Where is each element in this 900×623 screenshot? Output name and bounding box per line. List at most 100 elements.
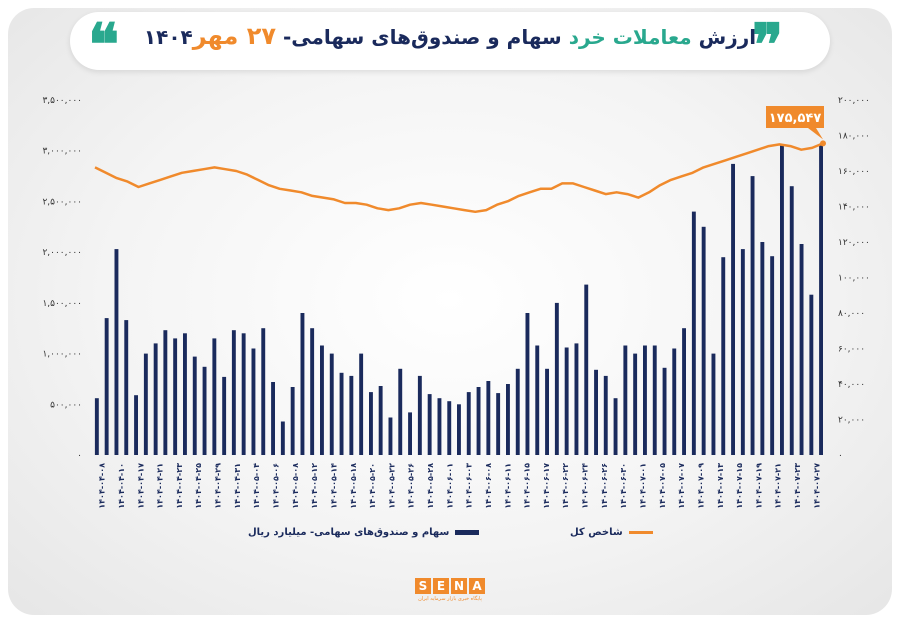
- x-tick-label: ۱۴۰۴-۰۷-۱۹: [754, 463, 763, 509]
- bar: [809, 294, 814, 455]
- bar: [173, 338, 178, 455]
- legend-bar-label: سهام و صندوق‌های سهامی- میلیارد ریال: [248, 527, 450, 538]
- title-date-day: ۲۷ مهر: [192, 22, 277, 50]
- right-tick-label: ۶۰,۰۰۰: [838, 345, 865, 355]
- bar: [280, 421, 285, 455]
- bar: [594, 369, 598, 455]
- left-tick-label: ۱,۵۰۰,۰۰۰: [42, 299, 82, 309]
- bar: [94, 398, 99, 455]
- bar: [496, 393, 501, 455]
- bar: [427, 394, 432, 455]
- bar: [819, 143, 823, 455]
- left-tick-label: ۳,۰۰۰,۰۰۰: [42, 147, 82, 157]
- callout-box: [766, 106, 824, 128]
- legend-bar-swatch: [455, 530, 480, 535]
- bar: [329, 353, 334, 455]
- bar: [535, 345, 540, 455]
- bar: [241, 333, 246, 455]
- bar: [506, 384, 510, 455]
- bar: [466, 392, 471, 455]
- x-tick-label: ۱۴۰۴-۰۶-۳۰: [619, 463, 628, 509]
- bar: [603, 375, 608, 455]
- x-tick-label: ۱۴۰۴-۰۴-۳۱: [233, 463, 242, 509]
- bar: [691, 211, 696, 455]
- x-tick-label: ۱۴۰۴-۰۷-۲۳: [793, 463, 802, 509]
- x-tick-label: ۱۴۰۴-۰۴-۲۳: [175, 463, 184, 509]
- bar: [212, 338, 217, 455]
- bar: [643, 345, 647, 455]
- bar: [564, 347, 569, 455]
- page-title: ارزش معاملات خرد سهام و صندوق‌های سهامی-…: [70, 22, 830, 50]
- left-tick-label: ۱,۰۰۰,۰۰۰: [42, 350, 82, 360]
- bar: [143, 353, 148, 455]
- right-tick-label: ۰: [838, 451, 843, 461]
- right-tick-label: ۸۰,۰۰۰: [838, 309, 865, 319]
- sena-logo: S E N A پایگاه خبری بازار سرمایه ایران: [412, 578, 488, 602]
- x-tick-label: ۱۴۰۴-۰۴-۱۰: [117, 463, 126, 509]
- x-tick-label: ۱۴۰۴-۰۷-۰۹: [696, 463, 705, 509]
- left-tick-label: ۲,۰۰۰,۰۰۰: [42, 248, 82, 258]
- right-tick-label: ۴۰,۰۰۰: [838, 380, 865, 390]
- x-tick-label: ۱۴۰۴-۰۶-۰۸: [484, 463, 493, 509]
- bar: [672, 348, 677, 455]
- x-tick-label: ۱۴۰۴-۰۵-۲۶: [407, 463, 416, 509]
- x-tick-label: ۱۴۰۴-۰۵-۲۰: [368, 463, 377, 509]
- bar: [515, 368, 520, 455]
- title-middle: سهام و صندوق‌های سهامی-: [283, 25, 562, 49]
- bar: [183, 333, 187, 455]
- x-tick-label: ۱۴۰۴-۰۷-۱۵: [735, 463, 744, 509]
- bar: [701, 226, 706, 455]
- x-tick-label: ۱۴۰۴-۰۶-۰۱: [445, 463, 454, 509]
- bar: [310, 328, 315, 455]
- bar: [770, 256, 775, 455]
- bar-series: [94, 143, 823, 455]
- bar: [300, 313, 305, 455]
- logo-letter: N: [451, 578, 467, 594]
- index-line: [94, 142, 824, 214]
- bar: [114, 249, 119, 455]
- x-tick-label: ۱۴۰۴-۰۵-۰۸: [291, 463, 300, 509]
- logo-letter: S: [415, 578, 431, 594]
- x-tick-label: ۱۴۰۴-۰۷-۰۱: [639, 463, 648, 509]
- bar: [780, 145, 784, 455]
- right-tick-label: ۱۴۰,۰۰۰: [838, 203, 870, 213]
- logo-letter: A: [469, 578, 485, 594]
- x-tick-label: ۱۴۰۴-۰۷-۲۱: [774, 463, 783, 509]
- bar: [760, 242, 765, 455]
- x-tick-label: ۱۴۰۴-۰۵-۰۶: [272, 463, 281, 509]
- x-tick-label: ۱۴۰۴-۰۴-۰۸: [98, 463, 107, 509]
- left-tick-label: ۰: [77, 451, 82, 461]
- bar: [231, 330, 236, 455]
- bar: [613, 398, 618, 455]
- x-tick-label: ۱۴۰۴-۰۴-۲۹: [214, 463, 223, 509]
- bar: [789, 186, 794, 455]
- bar: [153, 343, 158, 455]
- callout-pointer: [808, 128, 823, 140]
- legend-line-item: شاخص کل: [570, 527, 653, 538]
- bar: [476, 387, 481, 455]
- right-tick-label: ۱۶۰,۰۰۰: [838, 167, 870, 177]
- title-prefix: ارزش: [698, 25, 757, 49]
- bar: [486, 381, 491, 455]
- x-tick-label: ۱۴۰۴-۰۶-۲۶: [600, 463, 609, 509]
- x-tick-label: ۱۴۰۴-۰۶-۲۲: [561, 463, 570, 509]
- x-tick-label: ۱۴۰۴-۰۵-۱۴: [329, 463, 338, 509]
- bar: [417, 375, 422, 455]
- logo-letter: E: [433, 578, 449, 594]
- bar: [457, 404, 461, 455]
- x-tick-label: ۱۴۰۴-۰۶-۰۳: [465, 463, 474, 509]
- bar: [554, 302, 559, 455]
- bar: [740, 249, 745, 455]
- bar: [731, 163, 735, 455]
- x-tick-label: ۱۴۰۴-۰۵-۱۸: [349, 463, 358, 509]
- x-tick-label: ۱۴۰۴-۰۶-۱۷: [542, 463, 551, 509]
- x-tick-label: ۱۴۰۴-۰۵-۰۴: [252, 463, 261, 509]
- bar: [320, 345, 324, 455]
- x-tick-label: ۱۴۰۴-۰۵-۲۸: [426, 463, 435, 509]
- bar: [584, 284, 589, 455]
- bar: [662, 367, 667, 455]
- bar: [633, 353, 638, 455]
- right-tick-label: ۲۰۰,۰۰۰: [838, 96, 870, 106]
- x-tick-label: ۱۴۰۴-۰۶-۲۴: [581, 463, 590, 509]
